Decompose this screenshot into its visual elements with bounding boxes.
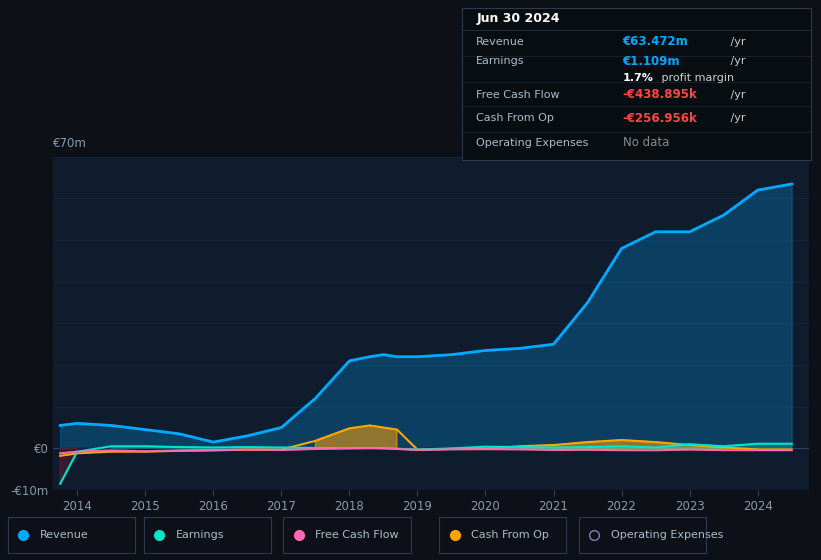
Text: profit margin: profit margin bbox=[658, 73, 734, 83]
Text: /yr: /yr bbox=[727, 113, 746, 123]
Text: Jun 30 2024: Jun 30 2024 bbox=[476, 12, 560, 26]
Text: 1.7%: 1.7% bbox=[623, 73, 654, 83]
Text: Earnings: Earnings bbox=[176, 530, 224, 540]
Text: €63.472m: €63.472m bbox=[623, 35, 689, 48]
Text: €1.109m: €1.109m bbox=[623, 55, 681, 68]
Text: Free Cash Flow: Free Cash Flow bbox=[476, 90, 560, 100]
Text: Earnings: Earnings bbox=[476, 57, 525, 66]
Text: -€438.895k: -€438.895k bbox=[623, 88, 698, 101]
Text: /yr: /yr bbox=[727, 57, 746, 66]
Text: Revenue: Revenue bbox=[476, 36, 525, 46]
Text: Operating Expenses: Operating Expenses bbox=[476, 138, 589, 148]
Text: /yr: /yr bbox=[727, 90, 746, 100]
Text: Revenue: Revenue bbox=[40, 530, 89, 540]
Text: Operating Expenses: Operating Expenses bbox=[611, 530, 723, 540]
Text: Cash From Op: Cash From Op bbox=[471, 530, 549, 540]
Text: No data: No data bbox=[623, 137, 669, 150]
Text: Free Cash Flow: Free Cash Flow bbox=[315, 530, 399, 540]
Text: -€256.956k: -€256.956k bbox=[623, 111, 698, 124]
Text: Cash From Op: Cash From Op bbox=[476, 113, 554, 123]
Text: /yr: /yr bbox=[727, 36, 746, 46]
Text: €70m: €70m bbox=[53, 137, 87, 150]
